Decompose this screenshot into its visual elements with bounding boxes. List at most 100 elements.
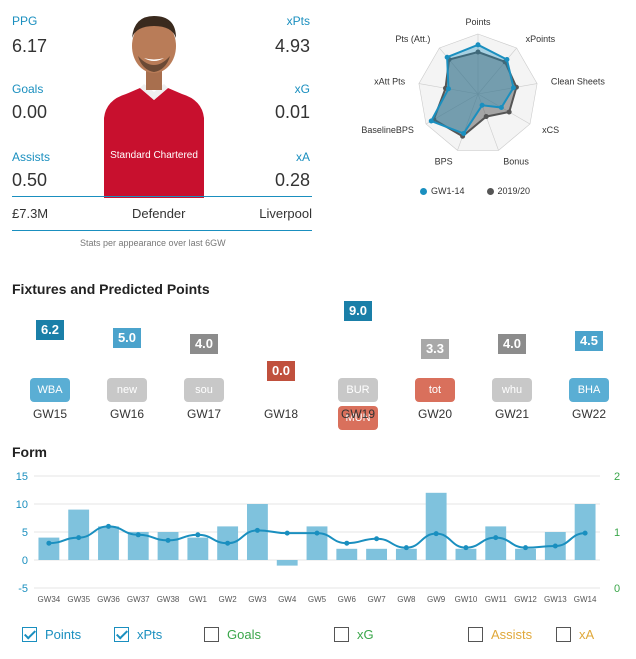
- x-tick-label: GW6: [338, 595, 357, 604]
- xpts-point[interactable]: [254, 527, 260, 533]
- fixture-gameweek: GW21: [494, 407, 529, 421]
- form-chart: -5 0 5 10 15 0 1 2 GW34 GW35 GW36 GW37 GW38 GW1 GW2 GW3…: [0, 466, 636, 614]
- x-tick-label: GW2: [219, 595, 238, 604]
- fixture-opponent[interactable]: BHA: [569, 378, 609, 402]
- y-tick-right: 2: [614, 471, 620, 483]
- xpts-point[interactable]: [46, 540, 52, 546]
- points-bar[interactable]: [306, 526, 328, 560]
- radar-axis-label: xAtt Pts: [374, 76, 406, 86]
- checkbox-icon[interactable]: [468, 627, 483, 642]
- x-tick-label: GW36: [97, 595, 120, 604]
- xg-value: 0.01: [274, 102, 310, 122]
- x-tick-label: GW9: [427, 595, 446, 604]
- x-tick-label: GW8: [397, 595, 416, 604]
- checkbox-checked-icon[interactable]: [22, 627, 37, 642]
- form-title: Form: [12, 444, 47, 460]
- radar-series: [429, 43, 515, 135]
- fixture-opponent[interactable]: sou: [184, 378, 224, 402]
- xpts-point[interactable]: [76, 535, 82, 541]
- points-bar[interactable]: [395, 548, 417, 560]
- radar-axis-label: xPoints: [526, 34, 556, 44]
- fixture-predicted-points: 4.5: [575, 331, 603, 351]
- fixture-opponent[interactable]: tot: [415, 378, 455, 402]
- xpts-point[interactable]: [165, 537, 171, 543]
- legend-toggle-xpts[interactable]: xPts: [114, 627, 162, 642]
- shirt-sponsor: Standard Chartered: [110, 150, 198, 161]
- radar-axis-label: xCS: [542, 125, 559, 135]
- xpts-point[interactable]: [523, 545, 529, 551]
- fixture-opponent[interactable]: WBA: [30, 378, 70, 402]
- x-tick-label: GW34: [38, 595, 61, 604]
- points-bar[interactable]: [455, 548, 477, 560]
- xpts-point[interactable]: [105, 523, 111, 529]
- assists-label: Assists: [12, 150, 51, 164]
- legend-toggle-assists[interactable]: Assists: [468, 627, 532, 642]
- points-bar[interactable]: [98, 526, 119, 560]
- fixture-predicted-points: 3.3: [421, 339, 449, 359]
- points-bar[interactable]: [68, 509, 90, 560]
- radar-axis-label: Clean Sheets: [551, 76, 606, 86]
- xpts-point[interactable]: [135, 532, 141, 538]
- xpts-point[interactable]: [314, 530, 320, 536]
- points-bar[interactable]: [336, 548, 358, 560]
- xpts-point[interactable]: [284, 530, 290, 536]
- points-bar[interactable]: [157, 532, 179, 560]
- legend-dot-icon: [486, 187, 494, 195]
- xpts-point[interactable]: [403, 545, 409, 551]
- fixture-gameweek: GW17: [186, 407, 221, 421]
- divider: [12, 196, 312, 197]
- xpts-point[interactable]: [493, 535, 499, 541]
- fixture-gameweek: GW16: [109, 407, 144, 421]
- legend-toggle-xa[interactable]: xA: [556, 627, 594, 642]
- radar-point: [475, 42, 481, 48]
- points-bar[interactable]: [515, 548, 536, 560]
- radar-axis-label: BPS: [435, 157, 453, 167]
- fixture-predicted-points: 6.2: [36, 319, 64, 340]
- xpts-point[interactable]: [463, 545, 469, 551]
- legend-toggle-xg[interactable]: xG: [334, 627, 374, 642]
- x-tick-label: GW35: [67, 595, 90, 604]
- checkbox-icon[interactable]: [204, 627, 219, 642]
- points-bar[interactable]: [127, 532, 149, 560]
- radar-point: [479, 102, 485, 108]
- assists-value: 0.50: [12, 170, 48, 190]
- y-tick-left: -5: [18, 583, 28, 595]
- radar-legend-2: 2019/20: [497, 186, 531, 196]
- radar-point: [504, 57, 510, 63]
- xpts-point[interactable]: [374, 536, 380, 542]
- fixture-opponent[interactable]: BUR: [338, 378, 378, 402]
- xpts-point[interactable]: [344, 540, 350, 546]
- checkbox-icon[interactable]: [556, 627, 571, 642]
- checkbox-checked-icon[interactable]: [114, 627, 129, 642]
- xpts-point[interactable]: [195, 532, 201, 538]
- radar-axis-label: Points: [465, 17, 491, 27]
- legend-toggle-goals[interactable]: Goals: [204, 627, 261, 642]
- radar-axis-label: BaselineBPS: [361, 125, 414, 135]
- points-bar[interactable]: [187, 537, 209, 560]
- fixture-gameweek: GW19: [340, 407, 375, 421]
- x-tick-label: GW4: [278, 595, 297, 604]
- y-tick-left: 10: [16, 499, 28, 511]
- checkbox-icon[interactable]: [334, 627, 349, 642]
- xpts-point[interactable]: [552, 543, 558, 549]
- fixture-opponent[interactable]: new: [107, 378, 147, 402]
- points-bar[interactable]: [425, 492, 447, 560]
- radar-point: [506, 109, 512, 115]
- ppg-label: PPG: [12, 14, 38, 28]
- fixture-predicted-points: 9.0: [344, 301, 372, 321]
- fixture-opponent[interactable]: whu: [492, 378, 532, 402]
- x-tick-label: GW5: [308, 595, 327, 604]
- points-bar[interactable]: [485, 526, 507, 560]
- divider: [12, 230, 312, 231]
- fixture-opponent[interactable]: MUN: [338, 406, 378, 430]
- y-tick-left: 15: [16, 471, 28, 483]
- legend-toggle-points[interactable]: Points: [22, 627, 81, 642]
- radar-point: [461, 130, 467, 136]
- fixture-gameweek: GW22: [571, 407, 606, 421]
- points-bar[interactable]: [366, 548, 388, 560]
- xpts-point[interactable]: [582, 530, 588, 536]
- fixture-gameweek: GW18: [263, 407, 298, 421]
- xpts-point[interactable]: [433, 531, 439, 537]
- xpts-point[interactable]: [225, 540, 231, 546]
- points-bar[interactable]: [276, 560, 298, 566]
